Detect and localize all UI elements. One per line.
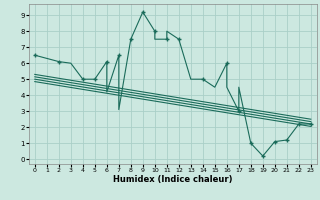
X-axis label: Humidex (Indice chaleur): Humidex (Indice chaleur) [113,175,233,184]
